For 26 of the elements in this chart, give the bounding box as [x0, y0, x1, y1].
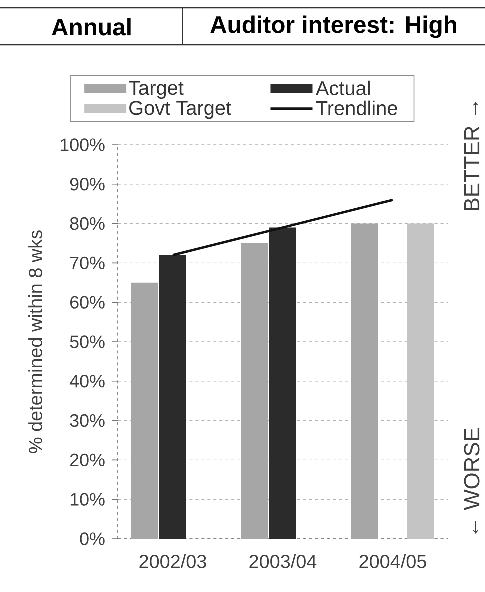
bar [269, 228, 296, 539]
y-tick-label: 0% [80, 532, 105, 546]
x-tick-label: 2002/03 [140, 554, 206, 568]
chart-title: Annual [52, 18, 131, 36]
y-tick-label: 60% [70, 296, 105, 309]
x-tick-label: 2003/04 [250, 554, 317, 568]
text: ← WORSE [464, 428, 480, 534]
legend-label: Actual [316, 80, 370, 96]
y-tick-label: 30% [70, 414, 105, 428]
y-tick-label: 90% [70, 178, 105, 191]
legend-label: Target [129, 81, 184, 100]
legend-label: Trendline [316, 100, 398, 116]
legend-label: Govt Target [130, 101, 232, 120]
y-tick-label: 10% [70, 493, 105, 506]
x-tick-label: 2004/05 [360, 554, 426, 568]
y-tick-label: 50% [70, 336, 105, 348]
y-tick-label: 40% [70, 375, 105, 388]
y-axis-title: % determined within 8 wks [28, 230, 42, 454]
y-tick-label: 80% [70, 217, 105, 230]
y-tick-label: 70% [70, 256, 105, 270]
bar [407, 224, 434, 539]
y-tick-label: 100% [60, 138, 105, 152]
y-tick-label: 20% [70, 454, 105, 467]
text: BETTER → [464, 102, 480, 210]
chart-subtitle: Auditor interest: High [210, 16, 456, 38]
bar [160, 255, 186, 539]
